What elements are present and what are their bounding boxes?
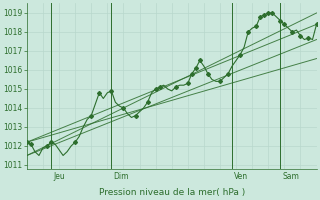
Text: Ven: Ven <box>234 172 248 181</box>
Text: Sam: Sam <box>282 172 299 181</box>
Text: Jeu: Jeu <box>53 172 65 181</box>
Text: Dim: Dim <box>113 172 129 181</box>
X-axis label: Pression niveau de la mer( hPa ): Pression niveau de la mer( hPa ) <box>99 188 245 197</box>
